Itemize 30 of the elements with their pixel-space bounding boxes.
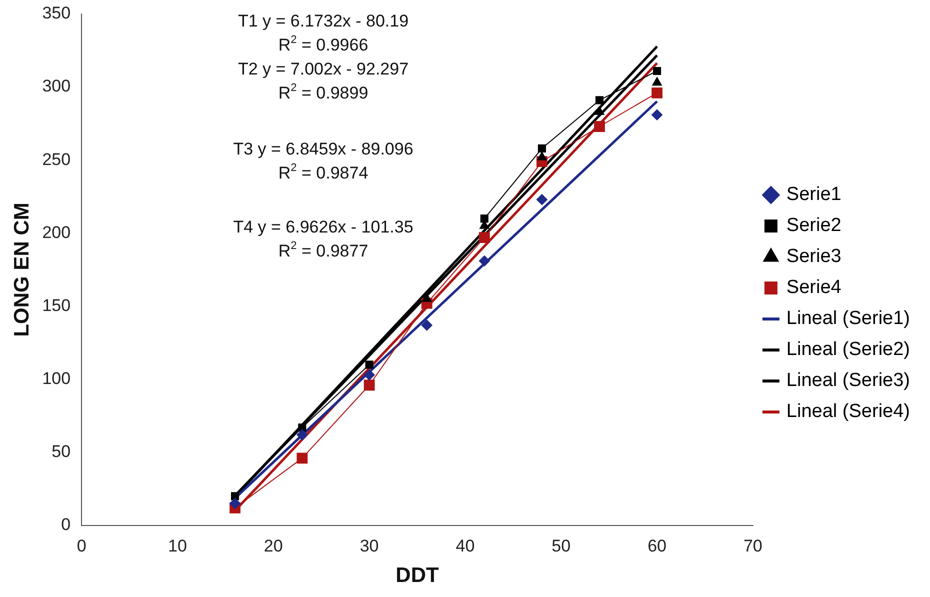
y-tick-label: 50 (52, 442, 71, 462)
legend-label: Lineal (Serie3) (786, 370, 910, 392)
x-tick-label: 10 (168, 536, 187, 556)
legend-label: Serie4 (786, 277, 842, 298)
legend-label: Lineal (Serie4) (786, 401, 910, 422)
y-tick-label: 200 (42, 222, 71, 242)
annotation: T1 y = 6.1732x - 80.19 (238, 12, 409, 31)
x-tick-label: 60 (648, 536, 666, 556)
y-tick-label: 350 (42, 4, 71, 23)
legend-label: Serie2 (786, 215, 842, 236)
legend-label: Lineal (Serie2) (786, 339, 910, 360)
y-tick-label: 0 (61, 515, 71, 534)
annotation: T3 y = 6.8459x - 89.096 (233, 140, 414, 159)
y-tick-label: 150 (42, 296, 71, 315)
legend-label: Serie1 (786, 184, 842, 206)
x-tick-label: 30 (360, 536, 379, 556)
x-tick-label: 20 (264, 536, 283, 556)
annotation: T4 y = 6.9626x - 101.35 (233, 218, 414, 237)
x-tick-label: 40 (456, 536, 475, 556)
y-tick-label: 250 (42, 150, 71, 169)
legend-label: Serie3 (786, 246, 842, 268)
legend-label: Lineal (Serie1) (786, 308, 910, 330)
x-axis-title: DDT (396, 564, 439, 588)
y-tick-label: 100 (42, 368, 71, 388)
x-tick-label: 70 (743, 536, 762, 556)
y-tick-label: 300 (42, 76, 71, 96)
x-tick-label: 50 (552, 536, 571, 556)
x-tick-label: 0 (76, 536, 86, 556)
y-axis-title: LONG EN CM (10, 202, 34, 337)
annotation: T2 y = 7.002x - 92.297 (238, 60, 409, 79)
